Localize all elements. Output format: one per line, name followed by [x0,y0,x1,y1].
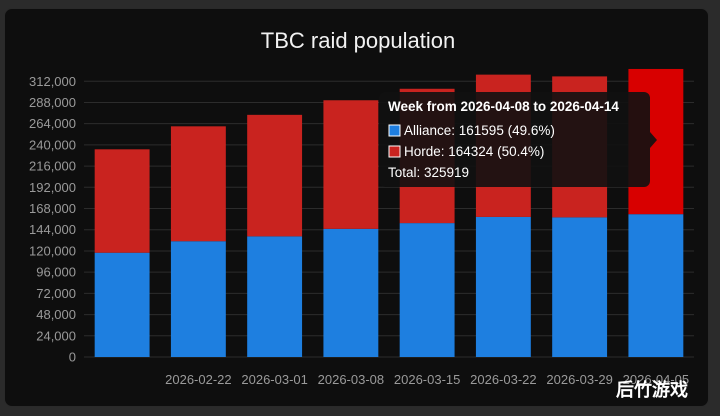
bar-horde [170,126,226,242]
bar-alliance [628,214,684,357]
watermark-logo: 后竹游戏 [616,379,688,401]
y-tick-label: 0 [69,350,76,365]
y-tick-label: 72,000 [36,286,76,301]
chart-title: TBC raid population [261,28,455,53]
bar-horde [323,100,379,229]
y-tick-label: 48,000 [36,307,76,322]
y-tick-label: 216,000 [29,159,76,174]
y-tick-label: 240,000 [29,137,76,152]
y-tick-label: 144,000 [29,222,76,237]
x-tick-label: 2026-03-08 [318,372,385,387]
tooltip-caret [650,132,657,148]
bar-alliance [247,236,303,357]
y-tick-label: 192,000 [29,180,76,195]
horde-swatch [388,145,401,158]
x-axis-ticks: 2026-02-22 2026-03-01 2026-03-08 2026-03-15… [165,372,689,387]
bar-alliance [323,228,379,357]
bar-horde [94,149,150,253]
bar-alliance [94,252,150,357]
y-tick-label: 168,000 [29,201,76,216]
alliance-swatch [388,124,401,137]
x-tick-label: 2026-03-15 [394,372,461,387]
bar-alliance [399,223,455,357]
tooltip: Week from 2026-04-08 to 2026-04-14 Allia… [379,92,657,187]
y-tick-label: 24,000 [36,328,76,343]
y-tick-label: 288,000 [29,95,76,110]
y-tick-label: 312,000 [29,74,76,89]
bar-alliance [475,216,531,357]
tooltip-background [379,92,650,187]
y-axis-ticks: 0 24,000 48,000 72,000 96,000 120,000 144,000 1… [29,74,76,365]
x-tick-label: 2026-02-22 [165,372,232,387]
y-tick-label: 264,000 [29,116,76,131]
bar-alliance [552,217,608,357]
x-tick-label: 2026-03-01 [241,372,308,387]
tooltip-header: Week from 2026-04-08 to 2026-04-14 [388,99,619,114]
bar-horde [247,114,303,237]
y-tick-label: 96,000 [36,265,76,280]
x-tick-label: 2026-03-22 [470,372,537,387]
tooltip-horde: Horde: 164324 (50.4%) [404,144,544,159]
tooltip-total: Total: 325919 [388,165,469,180]
tooltip-alliance: Alliance: 161595 (49.6%) [404,123,555,138]
x-tick-label: 2026-04-05 [623,372,690,387]
y-tick-label: 120,000 [29,243,76,258]
x-tick-label: 2026-03-29 [546,372,613,387]
bar-alliance [170,241,226,357]
